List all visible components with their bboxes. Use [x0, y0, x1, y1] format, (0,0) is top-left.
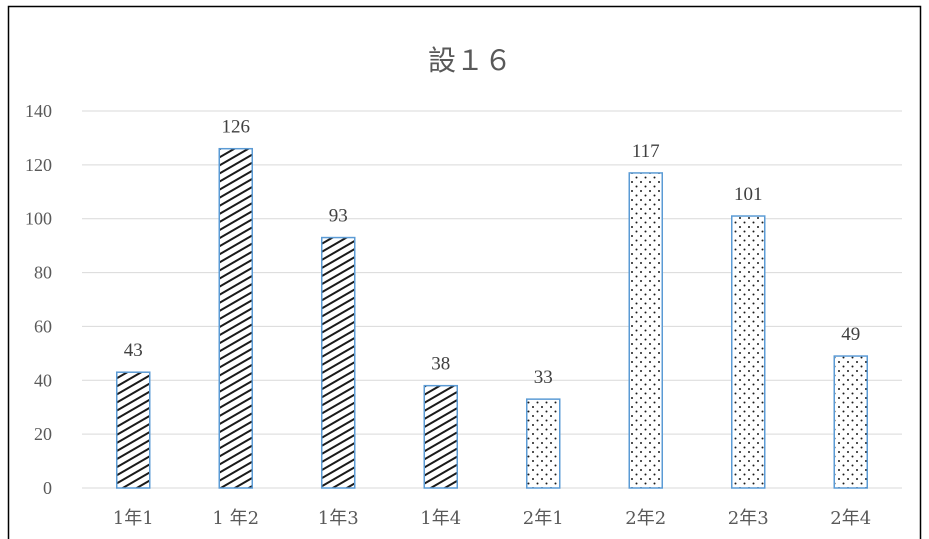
data-label: 38 [431, 354, 450, 375]
y-axis-tick-labels: 0 20 40 60 80 100 120 140 [25, 101, 52, 498]
y-tick-label: 140 [25, 101, 52, 121]
y-tick-label: 100 [25, 209, 52, 229]
data-labels: 43 126 93 38 33 117 101 49 [124, 117, 861, 388]
data-label: 101 [734, 184, 763, 205]
data-label: 93 [329, 206, 348, 227]
bar [321, 236, 356, 489]
x-category-label: 1年4 [420, 508, 461, 529]
chart-title: 設１６ [428, 44, 512, 77]
y-tick-label: 0 [43, 478, 52, 498]
y-tick-label: 120 [25, 155, 52, 175]
bars [116, 147, 868, 489]
data-label: 117 [632, 141, 660, 162]
y-tick-label: 20 [34, 424, 52, 444]
x-category-label: 2年3 [728, 508, 769, 529]
bar [628, 172, 663, 489]
x-axis-category-labels: 1年1 1 年2 1年3 1年4 2年1 2年2 2年3 2年4 [113, 508, 871, 529]
bar [423, 384, 458, 489]
gridlines [82, 110, 902, 489]
bar [833, 355, 868, 489]
chart-border [7, 5, 922, 539]
x-category-label: 1年3 [318, 508, 359, 529]
x-category-label: 2年1 [523, 508, 564, 529]
x-category-label: 2年2 [625, 508, 666, 529]
y-tick-label: 80 [34, 263, 52, 283]
x-category-label: 2年4 [830, 508, 871, 529]
data-label: 49 [841, 324, 860, 345]
y-tick-label: 40 [34, 370, 52, 390]
x-category-label: 1年1 [113, 508, 154, 529]
bar [526, 398, 561, 489]
y-tick-label: 60 [34, 316, 52, 336]
bar [116, 371, 151, 489]
bar [218, 147, 253, 489]
bar [731, 215, 766, 489]
x-category-label: 1 年2 [212, 508, 259, 529]
data-label: 33 [534, 367, 553, 388]
data-label: 126 [222, 117, 251, 138]
data-label: 43 [124, 340, 143, 361]
